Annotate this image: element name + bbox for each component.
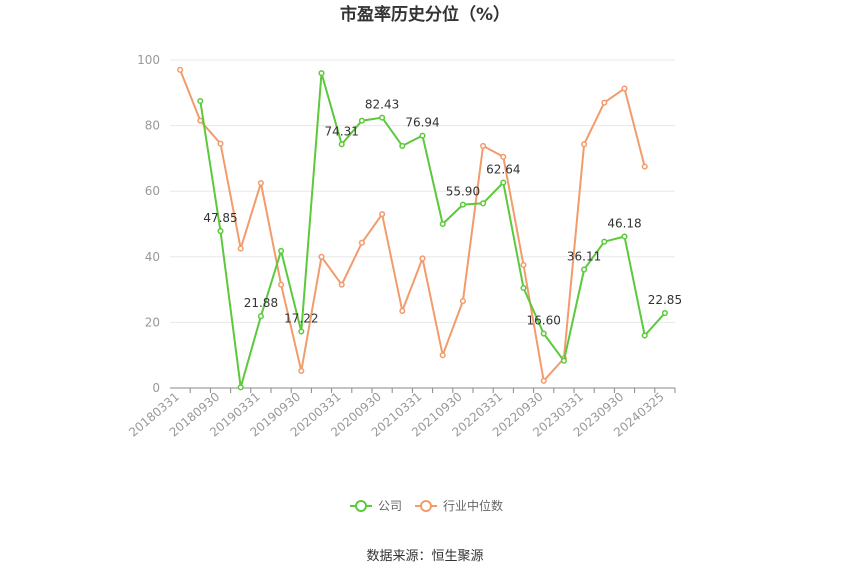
data-point[interactable] bbox=[641, 163, 648, 170]
grid-lines bbox=[170, 59, 675, 323]
series-layer bbox=[177, 66, 668, 391]
data-point[interactable] bbox=[601, 99, 608, 106]
data-point[interactable] bbox=[459, 298, 466, 305]
data-point[interactable] bbox=[459, 201, 466, 208]
legend-marker bbox=[420, 500, 432, 512]
data-point[interactable] bbox=[177, 66, 184, 73]
data-point[interactable] bbox=[298, 367, 305, 374]
data-point[interactable] bbox=[500, 179, 507, 186]
data-point[interactable] bbox=[278, 247, 285, 254]
data-point[interactable] bbox=[621, 85, 628, 92]
legend-label[interactable]: 行业中位数 bbox=[443, 498, 503, 513]
legend: 公司 行业中位数 bbox=[350, 498, 503, 513]
data-point[interactable] bbox=[480, 200, 487, 207]
data-point[interactable] bbox=[318, 70, 325, 77]
legend-label[interactable]: 公司 bbox=[378, 499, 402, 513]
data-point[interactable] bbox=[621, 233, 628, 240]
data-label: 62.64 bbox=[486, 163, 520, 177]
legend-marker bbox=[355, 500, 367, 512]
data-point[interactable] bbox=[257, 313, 264, 320]
data-point[interactable] bbox=[197, 97, 204, 105]
data-point[interactable] bbox=[439, 220, 446, 228]
data-point[interactable] bbox=[338, 141, 345, 148]
y-tick-label: 100 bbox=[137, 53, 160, 67]
series-line bbox=[179, 69, 646, 383]
axes: 0204060801002018033120180930201903312019… bbox=[126, 53, 676, 440]
data-point[interactable] bbox=[217, 228, 224, 235]
data-point[interactable] bbox=[661, 310, 668, 317]
data-label: 82.43 bbox=[365, 98, 399, 112]
chart-title: 市盈率历史分位（%） bbox=[340, 4, 510, 25]
data-label: 36.11 bbox=[567, 250, 601, 264]
data-label: 76.94 bbox=[405, 116, 439, 130]
data-point[interactable] bbox=[358, 117, 365, 124]
data-point[interactable] bbox=[257, 179, 264, 187]
data-label: 17.22 bbox=[284, 312, 318, 326]
data-label: 47.85 bbox=[203, 211, 237, 225]
data-point[interactable] bbox=[581, 141, 588, 148]
data-point[interactable] bbox=[540, 377, 547, 384]
data-point[interactable] bbox=[480, 142, 487, 149]
data-point[interactable] bbox=[540, 330, 547, 337]
y-tick-label: 0 bbox=[152, 381, 160, 395]
data-point[interactable] bbox=[217, 140, 224, 147]
data-point[interactable] bbox=[278, 281, 285, 288]
data-label: 22.85 bbox=[648, 293, 682, 307]
data-point[interactable] bbox=[581, 266, 588, 273]
data-point[interactable] bbox=[601, 238, 608, 245]
data-point[interactable] bbox=[439, 352, 446, 359]
data-point[interactable] bbox=[520, 261, 527, 269]
data-point[interactable] bbox=[379, 211, 386, 218]
data-label: 55.90 bbox=[446, 185, 480, 199]
data-labels: 47.85 21.88 17.22 74.31 82.43 76.94 55.90 62.64… bbox=[203, 98, 682, 328]
data-point[interactable] bbox=[358, 239, 365, 246]
data-label: 21.88 bbox=[244, 296, 278, 310]
data-label: 16.60 bbox=[527, 314, 561, 328]
data-point[interactable] bbox=[641, 332, 648, 339]
data-point[interactable] bbox=[399, 142, 406, 149]
data-point[interactable] bbox=[500, 153, 507, 160]
data-point[interactable] bbox=[197, 117, 204, 124]
data-point[interactable] bbox=[560, 357, 567, 364]
data-label: 74.31 bbox=[325, 124, 359, 138]
data-point[interactable] bbox=[237, 245, 244, 252]
source-note: 数据来源：恒生聚源 bbox=[366, 549, 483, 564]
data-point[interactable] bbox=[338, 281, 345, 288]
data-label: 46.18 bbox=[607, 217, 641, 231]
data-point[interactable] bbox=[399, 307, 406, 314]
data-point[interactable] bbox=[419, 255, 426, 262]
data-point[interactable] bbox=[237, 384, 244, 391]
y-tick-label: 40 bbox=[145, 250, 160, 264]
data-point[interactable] bbox=[318, 253, 325, 260]
series-line bbox=[199, 72, 666, 388]
data-point[interactable] bbox=[379, 114, 386, 121]
y-tick-label: 20 bbox=[145, 315, 160, 329]
data-point[interactable] bbox=[298, 328, 305, 335]
y-tick-label: 80 bbox=[145, 119, 160, 133]
data-point[interactable] bbox=[419, 132, 426, 139]
data-point[interactable] bbox=[520, 284, 527, 292]
y-tick-label: 60 bbox=[145, 184, 160, 198]
